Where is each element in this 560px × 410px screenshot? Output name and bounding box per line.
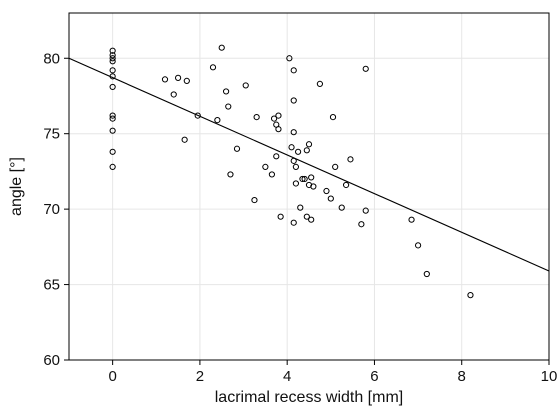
data-point bbox=[305, 141, 313, 148]
x-axis-label: lacrimal recess width [mm] bbox=[215, 389, 403, 406]
data-point bbox=[183, 77, 190, 84]
x-tick-label: 0 bbox=[108, 368, 116, 385]
data-point bbox=[109, 52, 116, 59]
data-point bbox=[310, 183, 317, 190]
data-point bbox=[270, 115, 278, 122]
data-point bbox=[303, 213, 310, 220]
data-point bbox=[308, 174, 315, 181]
data-point bbox=[194, 112, 201, 119]
data-point bbox=[423, 270, 430, 278]
data-point bbox=[277, 213, 284, 220]
data-point bbox=[225, 103, 232, 110]
x-tick-label: 6 bbox=[370, 368, 378, 385]
data-point bbox=[233, 145, 241, 152]
data-point bbox=[170, 91, 177, 98]
data-points bbox=[109, 44, 474, 299]
data-point bbox=[329, 114, 337, 121]
data-point bbox=[299, 175, 306, 183]
data-point bbox=[294, 148, 302, 155]
data-point bbox=[332, 163, 339, 170]
data-point bbox=[227, 171, 234, 178]
y-tick-label: 65 bbox=[43, 277, 60, 294]
data-point bbox=[262, 163, 269, 170]
data-point bbox=[303, 147, 310, 154]
data-point bbox=[109, 112, 116, 119]
data-point bbox=[308, 216, 315, 223]
grid-lines bbox=[69, 13, 550, 361]
data-point bbox=[109, 115, 116, 122]
y-tick-label: 75 bbox=[43, 126, 60, 143]
data-point bbox=[273, 153, 280, 160]
data-point bbox=[338, 204, 345, 211]
y-tick-label: 80 bbox=[43, 50, 60, 67]
data-point bbox=[218, 44, 225, 51]
data-point bbox=[290, 219, 297, 226]
y-tick-label: 60 bbox=[43, 352, 60, 369]
data-point bbox=[181, 136, 188, 143]
data-point bbox=[253, 114, 260, 121]
data-point bbox=[242, 82, 249, 89]
data-point bbox=[109, 127, 116, 134]
data-point bbox=[109, 47, 116, 54]
y-axis-ticks: 60 65 70 75 80 bbox=[43, 50, 69, 369]
data-point bbox=[342, 181, 350, 189]
data-point bbox=[290, 129, 297, 136]
data-point bbox=[222, 88, 230, 95]
data-point bbox=[301, 175, 308, 183]
data-point bbox=[161, 76, 169, 83]
data-point bbox=[251, 196, 258, 204]
data-point bbox=[290, 97, 297, 104]
data-point bbox=[290, 67, 297, 74]
plot-frame bbox=[68, 12, 550, 361]
data-point bbox=[288, 144, 295, 151]
y-axis-label: angle [°] bbox=[8, 157, 25, 216]
data-point bbox=[467, 292, 474, 299]
data-point bbox=[109, 83, 116, 91]
data-point bbox=[327, 195, 334, 202]
data-point bbox=[362, 65, 369, 72]
data-point bbox=[109, 67, 116, 74]
data-point bbox=[286, 55, 293, 62]
data-point bbox=[362, 207, 369, 214]
data-point bbox=[109, 58, 116, 65]
data-point bbox=[408, 216, 415, 223]
data-point bbox=[292, 163, 300, 170]
data-point bbox=[109, 148, 116, 155]
data-point bbox=[316, 80, 324, 88]
data-point bbox=[347, 156, 354, 163]
data-point bbox=[358, 221, 365, 228]
data-point bbox=[214, 117, 221, 124]
data-point bbox=[323, 187, 330, 195]
x-axis-ticks: 0 2 4 6 8 10 bbox=[108, 360, 557, 385]
data-point bbox=[174, 74, 182, 81]
data-point bbox=[414, 242, 422, 249]
regression-line bbox=[68, 57, 550, 272]
y-tick-label: 70 bbox=[43, 201, 60, 218]
data-point bbox=[292, 180, 300, 187]
x-tick-label: 8 bbox=[458, 368, 466, 385]
data-point bbox=[268, 171, 276, 178]
data-point bbox=[297, 204, 304, 211]
data-point bbox=[109, 163, 116, 170]
data-point bbox=[109, 55, 116, 62]
x-tick-label: 2 bbox=[196, 368, 204, 385]
x-tick-label: 10 bbox=[541, 368, 558, 385]
data-point bbox=[275, 112, 282, 119]
x-tick-label: 4 bbox=[283, 368, 291, 385]
data-point bbox=[275, 126, 282, 133]
data-point bbox=[209, 64, 217, 71]
